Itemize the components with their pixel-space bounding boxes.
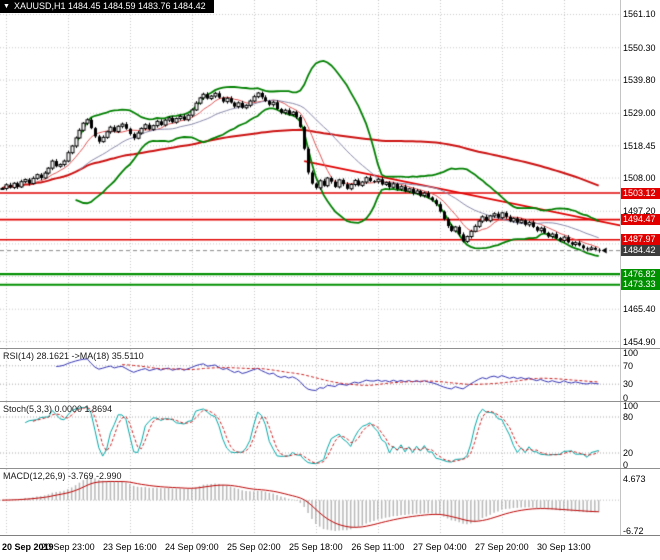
resistance-price-tag: 1503.12 bbox=[621, 187, 660, 199]
symbol-header[interactable]: ▼ XAUUSD,H1 1484.45 1484.59 1483.76 1484… bbox=[0, 0, 214, 13]
symbol-ohlc-text: XAUUSD,H1 1484.45 1484.59 1483.76 1484.4… bbox=[13, 1, 206, 11]
axis-tick-label: 100 bbox=[623, 348, 639, 358]
time-axis-label: 26 Sep 11:00 bbox=[351, 542, 405, 552]
macd-panel: 4.673 -6.72 MACD(12,26,9) -3.769 -2.990 bbox=[0, 468, 660, 536]
price-axis[interactable]: 1561.10 1550.30 1539.80 1529.00 1518.45 1508.… bbox=[620, 0, 660, 348]
resistance-price-tag: 1487.97 bbox=[621, 234, 660, 246]
axis-tick-label: 1465.40 bbox=[623, 304, 656, 315]
axis-tick-label: -6.72 bbox=[623, 525, 644, 536]
stochastic-panel: 100 80 20 0 Stoch(5,3,3) 0.0000 1.8694 bbox=[0, 401, 660, 470]
stochastic-label: Stoch(5,3,3) 0.0000 1.8694 bbox=[3, 404, 113, 414]
macd-label: MACD(12,26,9) -3.769 -2.990 bbox=[3, 471, 122, 481]
current-price-tag: 1484.42 bbox=[621, 245, 660, 257]
support-price-tag: 1476.82 bbox=[621, 268, 660, 280]
axis-tick-label: 1529.00 bbox=[623, 108, 656, 119]
support-price-tag: 1473.33 bbox=[621, 279, 660, 291]
axis-tick-label: 0 bbox=[623, 460, 629, 470]
axis-tick-label: 30 bbox=[623, 379, 634, 390]
axis-tick-label: 80 bbox=[623, 412, 634, 422]
axis-tick-label: 1497.20 bbox=[623, 206, 656, 217]
rsi-label: RSI(14) 28.1621 ->MA(18) 35.5110 bbox=[3, 351, 144, 361]
axis-tick-label: 1561.10 bbox=[623, 9, 656, 20]
resistance-price-tag: 1494.47 bbox=[621, 214, 660, 226]
time-axis-label: 20 Sep 2019 bbox=[2, 542, 54, 552]
stochastic-canvas[interactable] bbox=[0, 402, 620, 468]
axis-tick-label: 1539.80 bbox=[623, 75, 656, 86]
time-axis-label: 23 Sep 16:00 bbox=[103, 542, 157, 552]
main-chart-panel: 1561.10 1550.30 1539.80 1529.00 1518.45 1508.… bbox=[0, 0, 660, 348]
time-axis[interactable]: 20 Sep 2019 20 Sep 23:00 23 Sep 16:00 24 Se… bbox=[0, 535, 660, 560]
macd-canvas[interactable] bbox=[0, 469, 620, 535]
time-axis-label: 20 Sep 23:00 bbox=[41, 542, 95, 552]
macd-axis[interactable]: 4.673 -6.72 bbox=[620, 469, 660, 536]
axis-tick-label: 0 bbox=[623, 393, 629, 403]
axis-tick-label: 20 bbox=[623, 448, 634, 458]
axis-tick-label: 1508.00 bbox=[623, 173, 656, 183]
time-axis-label: 24 Sep 09:00 bbox=[165, 542, 219, 552]
axis-tick-label: 1550.30 bbox=[623, 42, 656, 53]
price-chart-canvas[interactable] bbox=[0, 0, 620, 348]
rsi-canvas[interactable] bbox=[0, 349, 620, 401]
axis-tick-label: 100 bbox=[623, 401, 639, 411]
rsi-axis[interactable]: 100 70 30 0 bbox=[620, 348, 660, 403]
axis-tick-label: 4.673 bbox=[623, 473, 646, 484]
axis-tick-label: 70 bbox=[623, 360, 634, 371]
axis-tick-label: 1454.90 bbox=[623, 336, 656, 347]
time-axis-label: 25 Sep 18:00 bbox=[289, 542, 343, 552]
time-axis-label: 27 Sep 20:00 bbox=[475, 542, 529, 552]
time-axis-label: 25 Sep 02:00 bbox=[227, 542, 281, 552]
time-axis-label: 27 Sep 04:00 bbox=[413, 542, 467, 552]
rsi-panel: 100 70 30 0 RSI(14) 28.1621 ->MA(18) 35.511… bbox=[0, 348, 660, 403]
time-axis-label: 30 Sep 13:00 bbox=[537, 542, 591, 552]
stochastic-axis[interactable]: 100 80 20 0 bbox=[620, 401, 660, 470]
axis-tick-label: 1518.45 bbox=[623, 140, 656, 151]
symbol-nav-icon[interactable]: ▼ bbox=[3, 3, 10, 10]
